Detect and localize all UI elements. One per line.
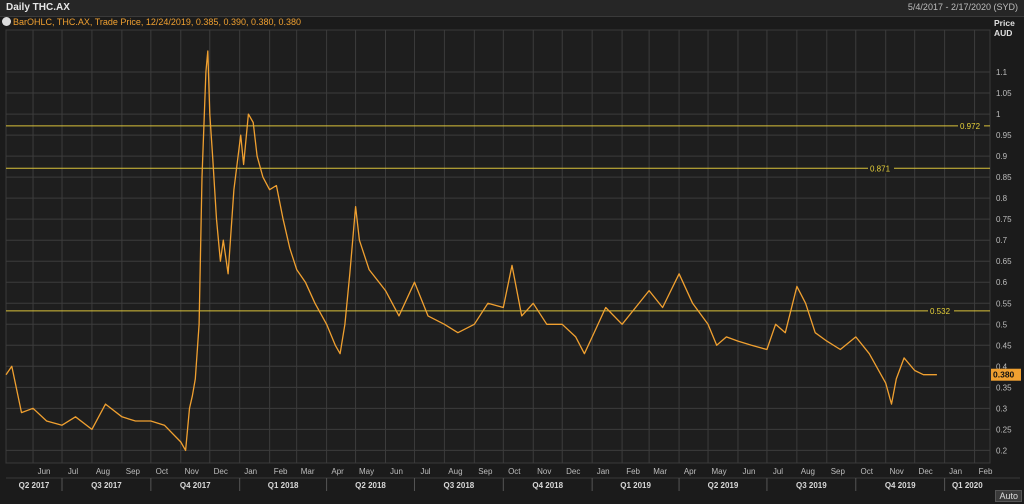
- last-price-badge: [991, 368, 1021, 381]
- month-tick-label: Dec: [919, 467, 933, 476]
- month-tick-label: Mar: [653, 467, 667, 476]
- month-tick-label: Aug: [448, 467, 462, 476]
- quarter-label: Q1 2019: [620, 481, 651, 490]
- quarter-label: Q4 2019: [885, 481, 916, 490]
- month-tick-label: Apr: [684, 467, 697, 476]
- month-tick-label: Oct: [508, 467, 521, 476]
- reference-label-bg: [868, 163, 894, 174]
- price-tick-label: 0.2: [996, 446, 1008, 455]
- price-tick-label: 1.05: [996, 89, 1012, 98]
- quarter-label: Q3 2018: [444, 481, 475, 490]
- price-tick-label: 1.1: [996, 68, 1008, 77]
- month-tick-label: Feb: [626, 467, 640, 476]
- series-settings-icon[interactable]: [2, 17, 11, 26]
- price-tick-label: 0.3: [996, 404, 1008, 413]
- month-tick-label: Apr: [331, 467, 344, 476]
- price-tick-label: 0.5: [996, 320, 1008, 329]
- price-tick-label: 0.85: [996, 173, 1012, 182]
- month-tick-label: May: [359, 467, 374, 476]
- chart-title-bar: Daily THC.AX 5/4/2017 - 2/17/2020 (SYD): [0, 0, 1024, 17]
- month-tick-label: Aug: [96, 467, 110, 476]
- price-tick-label: 0.4: [996, 362, 1008, 371]
- month-tick-label: Jul: [773, 467, 783, 476]
- price-tick-label: 0.7: [996, 236, 1008, 245]
- quarter-label: Q4 2017: [180, 481, 211, 490]
- chart-title: Daily THC.AX: [6, 2, 70, 13]
- price-tick-label: 0.35: [996, 383, 1012, 392]
- auto-scale-button[interactable]: Auto: [995, 490, 1022, 502]
- month-tick-label: Jun: [390, 467, 403, 476]
- price-tick-label: 0.8: [996, 194, 1008, 203]
- month-tick-label: Jul: [420, 467, 430, 476]
- month-tick-label: Jan: [597, 467, 610, 476]
- month-tick-label: Jan: [949, 467, 962, 476]
- month-tick-label: Mar: [301, 467, 315, 476]
- month-tick-label: Jun: [743, 467, 756, 476]
- price-tick-label: 0.65: [996, 257, 1012, 266]
- month-tick-label: Aug: [801, 467, 815, 476]
- quarter-label: Q1 2020: [952, 481, 983, 490]
- month-tick-label: Nov: [185, 467, 199, 476]
- price-series-line: [5, 50, 937, 452]
- y-axis-label: Price: [994, 18, 1015, 28]
- legend-text: BarOHLC, THC.AX, Trade Price, 12/24/2019…: [13, 17, 302, 27]
- price-tick-label: 0.55: [996, 299, 1012, 308]
- quarter-label: Q2 2017: [19, 481, 50, 490]
- price-tick-label: 0.45: [996, 341, 1012, 350]
- quarter-label: Q4 2018: [532, 481, 563, 490]
- month-tick-label: Sep: [831, 467, 846, 476]
- month-tick-label: Jun: [38, 467, 51, 476]
- reference-line-label: 0.972: [960, 122, 981, 131]
- reference-line-label: 0.532: [930, 307, 951, 316]
- price-tick-label: 0.95: [996, 131, 1012, 140]
- month-tick-label: Sep: [126, 467, 141, 476]
- month-tick-label: Oct: [861, 467, 874, 476]
- reference-line-label: 0.871: [870, 164, 891, 173]
- quarter-label: Q2 2018: [355, 481, 386, 490]
- plot-area: [5, 29, 991, 464]
- month-tick-label: Dec: [566, 467, 580, 476]
- month-tick-label: Dec: [214, 467, 228, 476]
- month-tick-label: Sep: [478, 467, 493, 476]
- reference-label-bg: [958, 120, 984, 131]
- month-tick-label: Oct: [156, 467, 169, 476]
- quarter-label: Q2 2019: [708, 481, 739, 490]
- price-tick-label: 0.25: [996, 425, 1012, 434]
- month-tick-label: Jul: [68, 467, 78, 476]
- price-tick-label: 1: [996, 110, 1001, 119]
- month-tick-label: Nov: [890, 467, 904, 476]
- quarter-label: Q3 2017: [91, 481, 122, 490]
- price-tick-label: 0.75: [996, 215, 1012, 224]
- quarter-label: Q1 2018: [268, 481, 299, 490]
- last-price-label: 0.380: [993, 370, 1015, 380]
- price-tick-label: 0.6: [996, 278, 1008, 287]
- month-tick-label: Feb: [274, 467, 288, 476]
- month-tick-label: May: [711, 467, 726, 476]
- month-tick-label: Jan: [244, 467, 257, 476]
- date-range: 5/4/2017 - 2/17/2020 (SYD): [907, 2, 1018, 12]
- y-axis-unit: AUD: [994, 28, 1012, 38]
- reference-label-bg: [928, 305, 954, 316]
- month-tick-label: Feb: [979, 467, 993, 476]
- quarter-label: Q3 2019: [796, 481, 827, 490]
- price-tick-label: 0.9: [996, 152, 1008, 161]
- month-tick-label: Nov: [537, 467, 551, 476]
- series-legend[interactable]: BarOHLC, THC.AX, Trade Price, 12/24/2019…: [2, 17, 301, 27]
